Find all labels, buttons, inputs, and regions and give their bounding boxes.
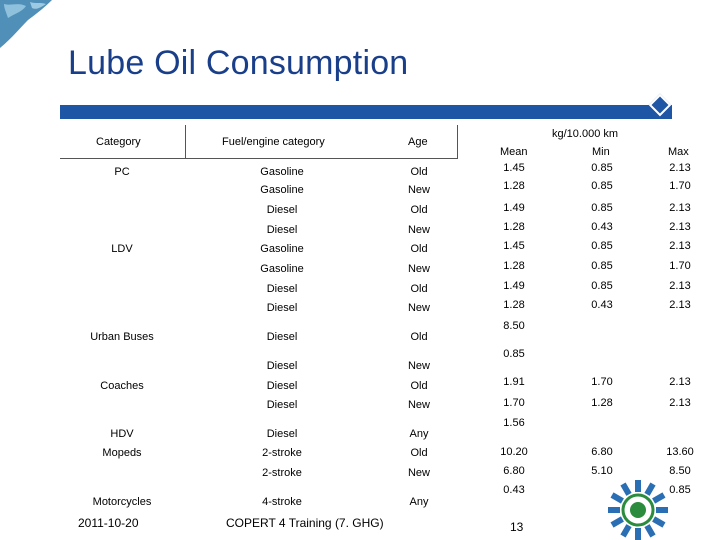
cell-mean: 0.43: [503, 484, 525, 496]
cell-mean: 1.28: [503, 221, 525, 233]
cell-fuel: 2-stroke: [262, 447, 302, 459]
header-cell-category: [60, 125, 186, 159]
cell-min: 6.80: [591, 446, 613, 458]
cell-max: 13.60: [666, 446, 694, 458]
page-number: 13: [510, 520, 524, 534]
cell-age: Old: [410, 447, 428, 459]
footer-course: COPERT 4 Training (7. GHG): [226, 516, 384, 530]
header-fuel: Fuel/engine category: [222, 136, 325, 148]
slide-title: Lube Oil Consumption: [68, 44, 409, 82]
cell-min: 0.85: [591, 240, 613, 252]
cell-age: New: [407, 399, 430, 411]
cell-max: 2.13: [669, 162, 691, 174]
cell-mean: 1.91: [503, 376, 525, 388]
cell-age: New: [407, 224, 430, 236]
cell-mean: 1.45: [503, 240, 525, 252]
cell-mean: 1.28: [503, 180, 525, 192]
cell-category: Urban Buses: [90, 331, 154, 343]
cell-max: 1.70: [669, 180, 691, 192]
cell-min: 0.85: [591, 260, 613, 272]
logo-gear-icon: [608, 480, 668, 540]
cell-min: 1.28: [591, 397, 613, 409]
cell-fuel: Diesel: [266, 428, 298, 440]
cell-age: Old: [410, 283, 428, 295]
cell-age: Old: [410, 243, 428, 255]
cell-max: 2.13: [669, 202, 691, 214]
cell-fuel: Diesel: [266, 224, 298, 236]
cell-fuel: 4-stroke: [262, 496, 302, 508]
cell-min: 1.70: [591, 376, 613, 388]
cell-min: 0.85: [591, 202, 613, 214]
cell-fuel: Diesel: [266, 380, 298, 392]
cell-fuel: Diesel: [266, 360, 298, 372]
cell-mean: 0.85: [503, 348, 525, 360]
cell-mean: 1.45: [503, 162, 525, 174]
cell-category: Motorcycles: [92, 496, 152, 508]
header-min: Min: [592, 146, 610, 158]
cell-fuel: Diesel: [266, 399, 298, 411]
header-mean: Mean: [500, 146, 528, 158]
cell-category: HDV: [110, 428, 134, 440]
cell-min: 0.43: [591, 299, 613, 311]
cell-age: Any: [409, 428, 429, 440]
cell-age: New: [407, 360, 430, 372]
cell-max: 1.70: [669, 260, 691, 272]
cell-max: 2.13: [669, 221, 691, 233]
cell-fuel: 2-stroke: [262, 467, 302, 479]
cell-age: Any: [409, 496, 429, 508]
cell-max: 2.13: [669, 299, 691, 311]
footer-date: 2011-10-20: [78, 516, 139, 530]
cell-mean: 6.80: [503, 465, 525, 477]
cell-min: 5.10: [591, 465, 613, 477]
header-age: Age: [408, 136, 428, 148]
cell-fuel: Diesel: [266, 204, 298, 216]
cell-category: LDV: [111, 243, 133, 255]
cell-category: Mopeds: [102, 447, 142, 459]
cell-category: Coaches: [100, 380, 144, 392]
cell-mean: 1.49: [503, 202, 525, 214]
cell-max: 2.13: [669, 240, 691, 252]
cell-fuel: Gasoline: [260, 184, 304, 196]
header-cell-fuel-age: [186, 125, 458, 159]
cell-mean: 1.28: [503, 299, 525, 311]
cell-age: New: [407, 467, 430, 479]
header-max: Max: [668, 146, 689, 158]
cell-mean: 1.70: [503, 397, 525, 409]
cell-max: 2.13: [669, 280, 691, 292]
cell-age: Old: [410, 204, 428, 216]
cell-age: New: [407, 263, 430, 275]
header-group-units: kg/10.000 km: [552, 128, 619, 140]
cell-min: 0.43: [591, 221, 613, 233]
cell-age: Old: [410, 380, 428, 392]
cell-fuel: Gasoline: [260, 263, 304, 275]
corner-world-map-graphic: [0, 0, 52, 48]
cell-mean: 1.28: [503, 260, 525, 272]
cell-age: New: [407, 184, 430, 196]
cell-category: PC: [114, 166, 130, 178]
cell-fuel: Gasoline: [260, 166, 304, 178]
cell-mean: 8.50: [503, 320, 525, 332]
cell-max: 0.85: [669, 484, 691, 496]
cell-fuel: Gasoline: [260, 243, 304, 255]
cell-max: 2.13: [669, 397, 691, 409]
cell-age: Old: [410, 331, 428, 343]
cell-mean: 1.49: [503, 280, 525, 292]
cell-min: 0.85: [591, 180, 613, 192]
cell-mean: 10.20: [500, 446, 528, 458]
cell-mean: 1.56: [503, 417, 525, 429]
cell-min: 0.85: [591, 162, 613, 174]
cell-age: Old: [410, 166, 428, 178]
cell-max: 2.13: [669, 376, 691, 388]
title-rule: [60, 105, 672, 119]
cell-fuel: Diesel: [266, 331, 298, 343]
cell-max: 8.50: [669, 465, 691, 477]
header-category: Category: [96, 136, 141, 148]
cell-fuel: Diesel: [266, 283, 298, 295]
cell-fuel: Diesel: [266, 302, 298, 314]
cell-age: New: [407, 302, 430, 314]
cell-min: 0.85: [591, 280, 613, 292]
